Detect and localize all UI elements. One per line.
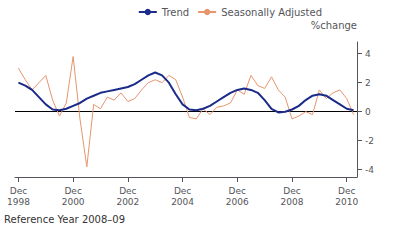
svg-text:Dec: Dec (338, 186, 355, 196)
svg-text:2006: 2006 (226, 197, 249, 207)
svg-text:Seasonally Adjusted: Seasonally Adjusted (221, 7, 322, 18)
svg-text:2008: 2008 (281, 197, 304, 207)
svg-text:Dec: Dec (229, 186, 246, 196)
svg-text:Reference Year 2008–09: Reference Year 2008–09 (4, 214, 125, 225)
svg-text:%change: %change (311, 20, 357, 31)
svg-text:Dec: Dec (64, 186, 81, 196)
svg-text:-4: -4 (365, 165, 374, 175)
svg-text:2004: 2004 (171, 197, 194, 207)
svg-text:Dec: Dec (10, 186, 27, 196)
svg-text:2010: 2010 (335, 197, 358, 207)
svg-text:0: 0 (365, 107, 371, 117)
svg-text:Dec: Dec (283, 186, 300, 196)
svg-text:Dec: Dec (174, 186, 191, 196)
svg-text:2002: 2002 (116, 197, 139, 207)
svg-text:4: 4 (365, 49, 371, 59)
svg-text:-2: -2 (365, 136, 374, 146)
svg-text:2000: 2000 (62, 197, 85, 207)
svg-text:2: 2 (365, 78, 371, 88)
svg-text:1998: 1998 (7, 197, 30, 207)
svg-text:Dec: Dec (119, 186, 136, 196)
svg-text:Trend: Trend (161, 7, 189, 18)
